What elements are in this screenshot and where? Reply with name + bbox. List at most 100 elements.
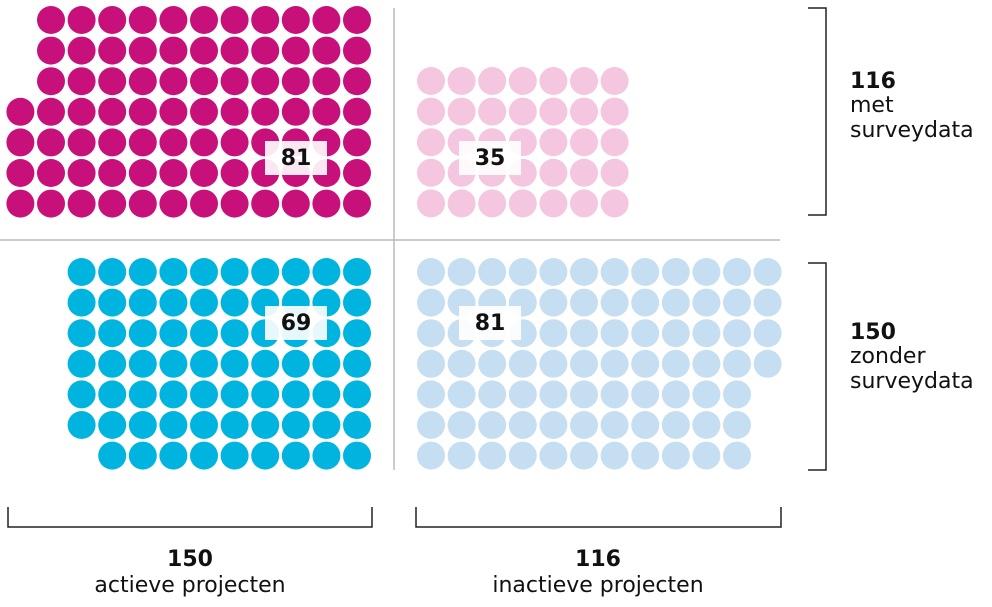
dot: [539, 288, 568, 317]
dot: [128, 97, 157, 126]
dot: [753, 349, 782, 378]
dot: [508, 441, 537, 470]
dot: [312, 6, 341, 34]
dot: [447, 380, 476, 409]
dot: [600, 411, 629, 439]
dot: [478, 258, 507, 286]
dot: [128, 319, 157, 348]
dot: [251, 349, 280, 378]
dot: [128, 159, 157, 187]
dot: [67, 97, 96, 126]
dot: [220, 319, 249, 348]
dot: [570, 288, 598, 317]
dot: [37, 67, 65, 96]
dot: [508, 411, 537, 439]
dot: [447, 67, 476, 95]
dot: [631, 258, 660, 286]
dot: [190, 159, 218, 187]
dot: [220, 380, 249, 409]
dot: [343, 319, 371, 348]
dot: [67, 6, 96, 34]
dot: [570, 380, 598, 409]
dot: [723, 319, 751, 348]
row-total: 116: [850, 69, 896, 94]
dot: [600, 288, 629, 317]
dot: [417, 67, 445, 95]
dot: [98, 441, 127, 470]
dot: [67, 258, 96, 286]
dot: [539, 258, 568, 286]
dot: [343, 189, 371, 218]
dot: [539, 128, 568, 157]
dot: [37, 159, 65, 187]
dot: [539, 380, 568, 409]
dot: [447, 411, 476, 439]
dot: [128, 128, 157, 157]
dot: [251, 411, 280, 439]
label-box: [265, 141, 327, 175]
dot: [159, 128, 188, 157]
dot: [631, 349, 660, 378]
dot: [251, 258, 280, 286]
dot: [220, 441, 249, 470]
dot: [190, 189, 218, 218]
dot: [37, 6, 65, 34]
row-total: 150: [850, 320, 896, 345]
dot: [417, 288, 445, 317]
dot: [343, 97, 371, 126]
dot: [692, 288, 721, 317]
dot: [723, 380, 751, 409]
dot: [190, 349, 218, 378]
dot: [98, 258, 127, 286]
dot: [753, 258, 782, 286]
dot: [312, 441, 341, 470]
dot: [447, 97, 476, 126]
dot: [190, 441, 218, 470]
dot: [220, 411, 249, 439]
dot: [67, 159, 96, 187]
dot: [539, 441, 568, 470]
dot: [508, 189, 537, 218]
bracket: [415, 507, 782, 528]
dot: [281, 97, 310, 126]
dot: [478, 411, 507, 439]
count-label: 81: [475, 311, 506, 336]
dot: [37, 36, 65, 65]
row-label: surveydata: [850, 118, 974, 143]
dot: [220, 258, 249, 286]
dot: [753, 319, 782, 348]
dot: [190, 128, 218, 157]
label-box: [265, 306, 327, 340]
dot: [220, 97, 249, 126]
dot: [753, 288, 782, 317]
dot: [661, 411, 690, 439]
dot: [723, 258, 751, 286]
dot: [478, 97, 507, 126]
column-total: 116: [575, 547, 621, 572]
dot: [281, 36, 310, 65]
dot: [417, 97, 445, 126]
dot: [631, 441, 660, 470]
dot: [312, 67, 341, 96]
dot: [128, 349, 157, 378]
dot: [67, 349, 96, 378]
dot: [67, 128, 96, 157]
dot: [539, 349, 568, 378]
dot: [343, 258, 371, 286]
dot: [159, 67, 188, 96]
dot: [508, 67, 537, 95]
dot: [600, 380, 629, 409]
dot: [600, 67, 629, 95]
dot: [281, 6, 310, 34]
dot: [312, 411, 341, 439]
dot: [159, 36, 188, 65]
dot: [343, 411, 371, 439]
dot: [570, 411, 598, 439]
dot: [220, 349, 249, 378]
row-label: surveydata: [850, 369, 974, 394]
dot: [281, 258, 310, 286]
dot: [281, 411, 310, 439]
dot: [417, 319, 445, 348]
dot: [159, 411, 188, 439]
dot: [570, 349, 598, 378]
